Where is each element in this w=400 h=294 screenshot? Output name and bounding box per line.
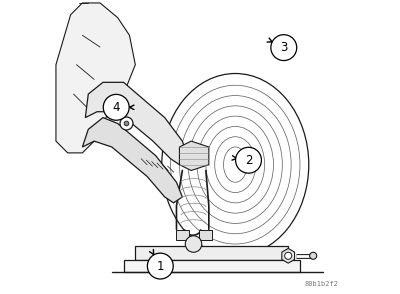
Ellipse shape: [162, 74, 309, 256]
FancyBboxPatch shape: [135, 246, 288, 260]
Circle shape: [147, 253, 173, 279]
Text: 3: 3: [280, 41, 288, 54]
Polygon shape: [85, 82, 188, 165]
Polygon shape: [82, 118, 182, 203]
Circle shape: [271, 35, 297, 61]
Circle shape: [185, 236, 202, 252]
Text: 1: 1: [156, 260, 164, 273]
Text: 80b1b2f2: 80b1b2f2: [304, 281, 338, 287]
FancyBboxPatch shape: [176, 230, 189, 240]
Text: 2: 2: [245, 154, 252, 167]
Circle shape: [103, 94, 129, 120]
FancyBboxPatch shape: [200, 230, 212, 240]
Polygon shape: [180, 141, 209, 171]
Text: 4: 4: [112, 101, 120, 114]
Polygon shape: [56, 3, 135, 153]
Polygon shape: [53, 0, 347, 294]
Circle shape: [285, 252, 292, 259]
Polygon shape: [282, 248, 294, 263]
Circle shape: [124, 121, 129, 126]
Circle shape: [120, 117, 133, 130]
Circle shape: [310, 252, 317, 259]
FancyBboxPatch shape: [124, 260, 300, 272]
Circle shape: [236, 147, 262, 173]
